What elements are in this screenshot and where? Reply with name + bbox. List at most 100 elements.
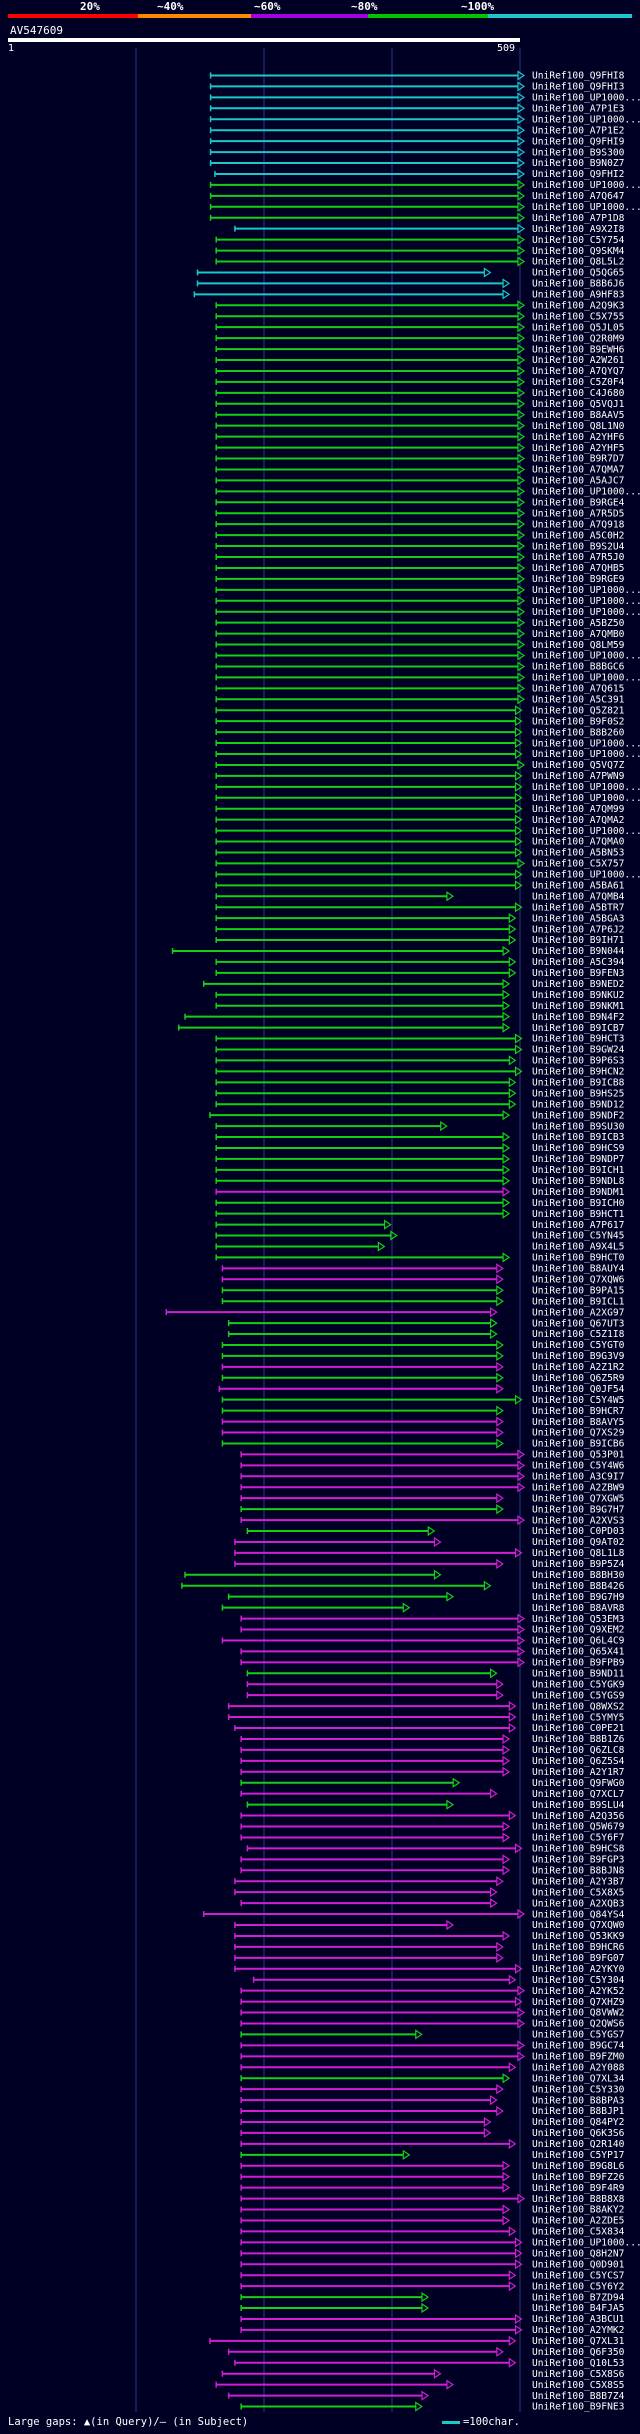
hit-label[interactable]: UniRef100_C0PE21 — [532, 1723, 625, 1734]
hit-label[interactable]: UniRef100_Q9FHI8 — [532, 71, 625, 82]
hit-label[interactable]: UniRef100_B9HCN2 — [532, 1067, 624, 1078]
hit-row[interactable]: UniRef100_B9ND11 — [246, 1668, 625, 1679]
hit-row[interactable]: UniRef100_B9ICH0 — [215, 1197, 625, 1209]
hit-row[interactable]: UniRef100_B9NDL8 — [215, 1175, 625, 1187]
hit-label[interactable]: UniRef100_B7ZD94 — [532, 2292, 625, 2303]
hit-row[interactable]: UniRef100_A2ZDE5 — [240, 2215, 624, 2227]
hit-label[interactable]: UniRef100_Q5W679 — [532, 1822, 625, 1833]
hit-row[interactable]: UniRef100_C5X8S5 — [215, 2379, 624, 2391]
hit-row[interactable]: UniRef100_UP1000... — [209, 179, 640, 191]
hit-label[interactable]: UniRef100_Q9FHI3 — [532, 82, 625, 93]
hit-row[interactable]: UniRef100_B9F4R9 — [240, 2182, 625, 2194]
hit-row[interactable]: UniRef100_C5YP17 — [240, 2149, 625, 2161]
hit-label[interactable]: UniRef100_A7QMA2 — [532, 815, 624, 826]
hit-row[interactable]: UniRef100_UP1000... — [215, 748, 640, 760]
hit-label[interactable]: UniRef100_C5YGT0 — [532, 1340, 625, 1351]
hit-label[interactable]: UniRef100_Q6Z5R9 — [532, 1373, 625, 1384]
hit-row[interactable]: UniRef100_Q8LM59 — [215, 639, 625, 651]
hit-label[interactable]: UniRef100_B9SU30 — [532, 1121, 625, 1132]
hit-label[interactable]: UniRef100_B9ND11 — [532, 1668, 625, 1679]
hit-label[interactable]: UniRef100_Q9SKM4 — [532, 246, 625, 257]
hit-row[interactable]: UniRef100_A7P1E2 — [209, 125, 625, 136]
hit-row[interactable]: UniRef100_C5Y754 — [215, 234, 625, 246]
hit-label[interactable]: UniRef100_B9RGE4 — [532, 497, 625, 508]
hit-row[interactable]: UniRef100_A7P617 — [215, 1219, 625, 1231]
hit-label[interactable]: UniRef100_B9HCT1 — [532, 1209, 625, 1220]
hit-row[interactable]: UniRef100_Q6Z5S4 — [240, 1755, 625, 1767]
hit-row[interactable]: UniRef100_Q2QWS6 — [240, 2018, 625, 2030]
hit-row[interactable]: UniRef100_A2Y3B7 — [234, 1876, 625, 1887]
hit-label[interactable]: UniRef100_B8BPA3 — [532, 2095, 625, 2106]
hit-label[interactable]: UniRef100_B9P5Z4 — [532, 1559, 625, 1570]
hit-row[interactable]: UniRef100_UP1000... — [215, 595, 640, 607]
hit-row[interactable]: UniRef100_B9HCT3 — [215, 1033, 625, 1045]
hit-row[interactable]: UniRef100_Q6K3S6 — [240, 2127, 625, 2139]
hit-row[interactable]: UniRef100_C5Y6F7 — [240, 1832, 625, 1844]
hit-row[interactable]: UniRef100_A5BZ50 — [215, 617, 625, 629]
hit-row[interactable]: UniRef100_B8AAV5 — [215, 409, 624, 421]
hit-row[interactable]: UniRef100_Q8L5L2 — [215, 256, 624, 268]
hit-row[interactable]: UniRef100_B9F0S2 — [215, 716, 624, 727]
hit-label[interactable]: UniRef100_B9G8L6 — [532, 2161, 625, 2172]
hit-label[interactable]: UniRef100_A7QM99 — [532, 804, 625, 815]
hit-row[interactable]: UniRef100_B9G8L6 — [240, 2160, 625, 2172]
hit-row[interactable]: UniRef100_B8AUY4 — [221, 1263, 625, 1275]
hit-row[interactable]: UniRef100_UP1000... — [215, 486, 640, 498]
hit-label[interactable]: UniRef100_B8BJP1 — [532, 2106, 625, 2117]
hit-row[interactable]: UniRef100_A7QYQ7 — [215, 365, 625, 377]
hit-row[interactable]: UniRef100_B9GW24 — [215, 1044, 625, 1056]
hit-row[interactable]: UniRef100_A5BA61 — [215, 880, 625, 892]
hit-label[interactable]: UniRef100_UP1000... — [532, 673, 640, 684]
hit-label[interactable]: UniRef100_B9S2U4 — [532, 541, 625, 552]
hit-label[interactable]: UniRef100_B9ICL1 — [532, 1296, 625, 1307]
hit-label[interactable]: UniRef100_B9ND12 — [532, 1099, 624, 1110]
hit-label[interactable]: UniRef100_B9RGE9 — [532, 574, 625, 585]
hit-label[interactable]: UniRef100_B9HCS9 — [532, 1143, 625, 1154]
hit-row[interactable]: UniRef100_Q10L53 — [234, 2357, 625, 2369]
hit-row[interactable]: UniRef100_Q5VQJ1 — [215, 398, 625, 410]
hit-row[interactable]: UniRef100_B9HCR7 — [221, 1405, 625, 1417]
hit-label[interactable]: UniRef100_C5X755 — [532, 311, 624, 322]
hit-row[interactable]: UniRef100_B9FZ26 — [240, 2171, 625, 2183]
hit-row[interactable]: UniRef100_B8AKY2 — [240, 2204, 624, 2216]
hit-label[interactable]: UniRef100_A5BA61 — [532, 881, 625, 892]
hit-label[interactable]: UniRef100_A7R5J0 — [532, 552, 625, 563]
hit-label[interactable]: UniRef100_C5Y330 — [532, 2084, 625, 2095]
hit-row[interactable]: UniRef100_B7ZD94 — [240, 2291, 625, 2303]
hit-label[interactable]: UniRef100_B9P6S3 — [532, 1056, 625, 1067]
hit-label[interactable]: UniRef100_C5YMY5 — [532, 1712, 624, 1723]
hit-label[interactable]: UniRef100_UP1000... — [532, 93, 640, 104]
hit-label[interactable]: UniRef100_C5Y6Y2 — [532, 2281, 624, 2292]
hit-row[interactable]: UniRef100_A2XQB3 — [240, 1897, 625, 1909]
hit-label[interactable]: UniRef100_B8AAV5 — [532, 410, 624, 421]
hit-row[interactable]: UniRef100_C5Y4W6 — [240, 1460, 625, 1472]
hit-row[interactable]: UniRef100_A7Q918 — [215, 519, 625, 530]
hit-label[interactable]: UniRef100_C5X757 — [532, 859, 625, 870]
hit-row[interactable]: UniRef100_B9FPB9 — [240, 1657, 625, 1669]
hit-row[interactable]: UniRef100_A9X4L5 — [215, 1241, 624, 1253]
hit-row[interactable]: UniRef100_B9PA15 — [221, 1285, 624, 1296]
hit-label[interactable]: UniRef100_B9N4F2 — [532, 1012, 624, 1023]
hit-row[interactable]: UniRef100_B9NKM1 — [215, 1000, 625, 1012]
hit-label[interactable]: UniRef100_A2Y1R7 — [532, 1767, 625, 1778]
hit-row[interactable]: UniRef100_Q5W679 — [240, 1821, 625, 1833]
hit-label[interactable]: UniRef100_A2YK52 — [532, 1986, 624, 1997]
hit-label[interactable]: UniRef100_A2YHF5 — [532, 443, 624, 454]
hit-row[interactable]: UniRef100_Q5QG65 — [196, 267, 624, 279]
hit-label[interactable]: UniRef100_B9NDF2 — [532, 1110, 624, 1121]
hit-row[interactable]: UniRef100_B9FEN3 — [215, 967, 625, 979]
hit-row[interactable]: UniRef100_A7QMA0 — [215, 836, 625, 848]
hit-label[interactable]: UniRef100_B9FZ26 — [532, 2172, 625, 2183]
hit-row[interactable]: UniRef100_C5X757 — [215, 858, 625, 870]
hit-label[interactable]: UniRef100_B9R7D7 — [532, 454, 625, 465]
hit-row[interactable]: UniRef100_A7PWN9 — [215, 770, 625, 782]
hit-label[interactable]: UniRef100_Q10L53 — [532, 2358, 625, 2369]
hit-label[interactable]: UniRef100_UP1000... — [532, 585, 640, 596]
hit-row[interactable]: UniRef100_A7Q615 — [215, 683, 624, 695]
hit-row[interactable]: UniRef100_B9GC74 — [240, 2040, 625, 2052]
hit-label[interactable]: UniRef100_A3BCU1 — [532, 2314, 625, 2325]
hit-row[interactable]: UniRef100_Q9FWG0 — [240, 1777, 625, 1789]
hit-label[interactable]: UniRef100_Q8L1L8 — [532, 1548, 625, 1559]
hit-label[interactable]: UniRef100_A2YMK2 — [532, 2325, 624, 2336]
hit-label[interactable]: UniRef100_B9HCS8 — [532, 1844, 625, 1855]
